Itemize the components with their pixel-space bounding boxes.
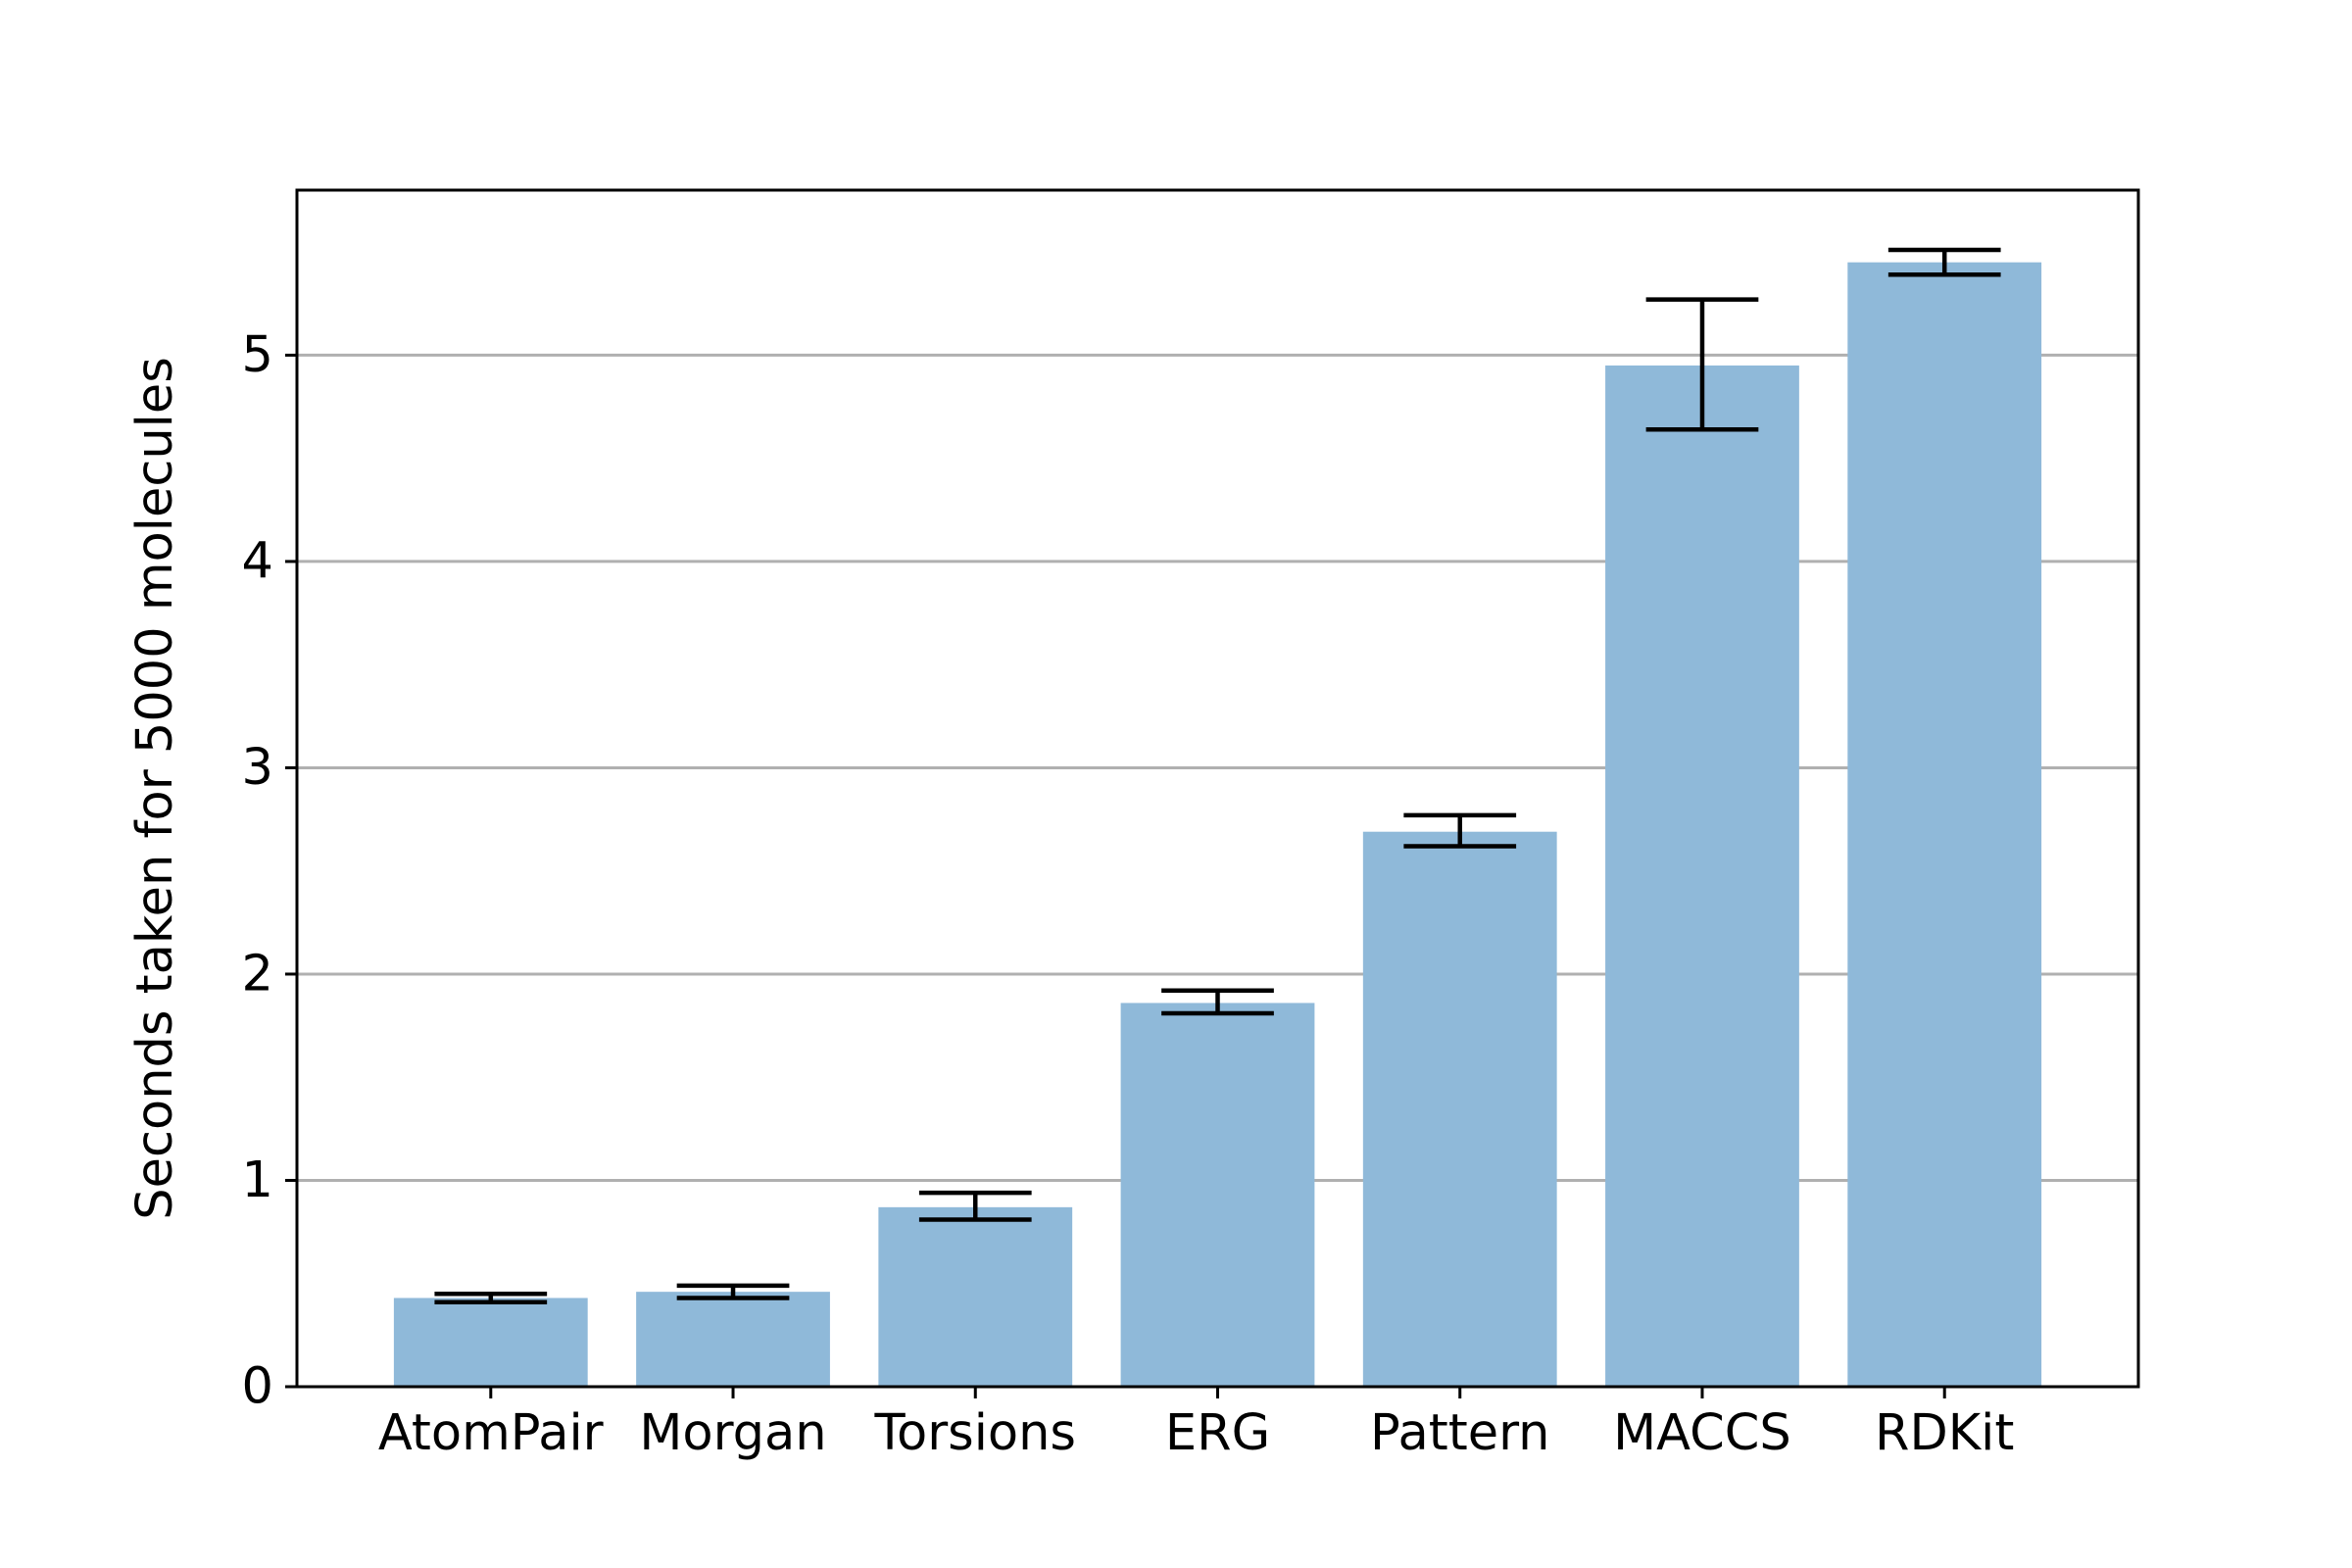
bar-morgan bbox=[636, 1292, 830, 1387]
bar-erg bbox=[1120, 1003, 1315, 1387]
error-bar-torsions bbox=[918, 1190, 1032, 1222]
error-bar-rdkit bbox=[1887, 247, 2001, 277]
error-bar-pattern bbox=[1403, 812, 1517, 849]
bar-torsions bbox=[878, 1206, 1073, 1387]
x-tick-label-atompair: AtomPair bbox=[378, 1404, 604, 1462]
y-tick-label: 2 bbox=[242, 945, 273, 1003]
y-tick-label: 5 bbox=[242, 326, 273, 384]
gridlines bbox=[297, 353, 2138, 1182]
x-axis-ticks: AtomPair Morgan Torsions ERG Pattern MACCS RDK… bbox=[378, 1387, 2014, 1462]
error-bar-morgan bbox=[676, 1283, 790, 1300]
error-bars bbox=[434, 247, 2001, 1304]
x-tick-label-rdkit: RDKit bbox=[1875, 1404, 2014, 1462]
x-tick-label-torsions: Torsions bbox=[874, 1404, 1077, 1462]
x-tick-label-morgan: Morgan bbox=[639, 1404, 826, 1462]
bar-atompair bbox=[393, 1298, 588, 1387]
y-tick-label: 4 bbox=[242, 532, 273, 590]
y-tick-label: 0 bbox=[242, 1358, 273, 1416]
bars bbox=[393, 262, 2042, 1387]
y-tick-label: 1 bbox=[242, 1152, 273, 1209]
x-tick-label-erg: ERG bbox=[1165, 1404, 1270, 1462]
bar-rdkit bbox=[1847, 262, 2042, 1387]
y-tick-label: 3 bbox=[242, 739, 273, 797]
x-tick-label-maccs: MACCS bbox=[1613, 1404, 1791, 1462]
error-bar-erg bbox=[1161, 988, 1274, 1016]
y-axis-ticks: 0 1 2 3 4 5 bbox=[242, 326, 297, 1416]
error-bar-maccs bbox=[1645, 297, 1759, 432]
bar-maccs bbox=[1605, 365, 1799, 1387]
y-axis-label: Seconds taken for 5000 molecules bbox=[126, 357, 184, 1220]
x-tick-label-pattern: Pattern bbox=[1370, 1404, 1549, 1462]
error-bar-atompair bbox=[434, 1292, 548, 1304]
bar-pattern bbox=[1362, 831, 1557, 1387]
